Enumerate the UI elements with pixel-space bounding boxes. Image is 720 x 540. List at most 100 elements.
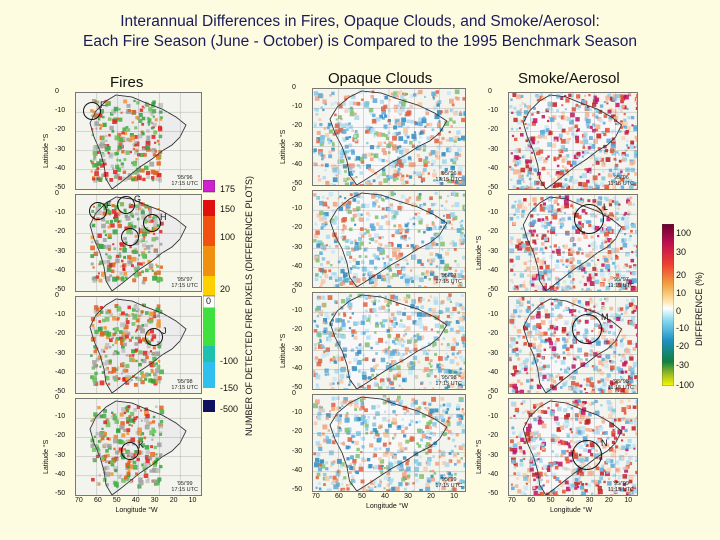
region-letter-i: I [138, 226, 141, 236]
difference-colorbar-tick: 20 [676, 270, 687, 280]
title-line-1: Interannual Differences in Fires, Opaque… [120, 13, 600, 30]
date-stamp: '95/'98 11:15 UTC [607, 379, 634, 391]
difference-colorbar-tick: -30 [676, 360, 690, 370]
fire-colorbar-tick: 175 [220, 184, 236, 194]
fires-map-image [76, 93, 201, 189]
lon-tick-label: 60 [93, 497, 102, 504]
fire-colorbar-tick: 0 [206, 296, 212, 306]
region-letter-n: N [601, 438, 608, 448]
fires-map-panel-1: '95/'96 17:15 UTC [75, 92, 202, 190]
difference-colorbar-tick: -10 [676, 323, 690, 333]
date-stamp: '95/'99 11:15 UTC [607, 481, 634, 493]
title-line-2: Each Fire Season (June - October) is Com… [83, 33, 637, 50]
lat-tick-label: -30 [55, 349, 66, 357]
clouds-map-panel-3: '95/'98 17:15 UTC [312, 292, 466, 390]
date-stamp: '95/'99 17:15 UTC [171, 481, 198, 493]
fire-colorbar-tick: 100 [220, 232, 236, 242]
region-circle-g [117, 196, 135, 214]
date-stamp: '95/'97 11:15 UTC [607, 277, 634, 289]
latitude-axis-label: Latitude °S [476, 235, 483, 270]
lat-tick-label: 0 [55, 394, 59, 401]
lat-tick-label: -20 [55, 126, 66, 134]
lat-tick-label: -40 [292, 262, 303, 270]
lat-tick-label: -10 [292, 307, 303, 315]
lat-tick-label: -30 [488, 349, 499, 357]
fires-column-title: Fires [110, 74, 144, 91]
date-stamp: '95/'97 17:15 UTC [171, 277, 198, 289]
clouds-map-image [313, 191, 465, 287]
lat-tick-label: -40 [55, 164, 66, 172]
date-stamp: '95/'96 17:15 UTC [435, 171, 462, 183]
lat-tick-label: -30 [292, 141, 303, 149]
clouds-map-image [313, 293, 465, 389]
date-stamp: '95/'96 17:15 UTC [171, 175, 198, 187]
latitude-axis-label: Latitude °S [43, 439, 50, 474]
lat-tick-label: -20 [55, 432, 66, 440]
lat-tick-label: -50 [488, 286, 499, 293]
lat-tick-label: -50 [55, 286, 66, 293]
region-circle-f [89, 202, 107, 220]
lon-tick-label: 10 [188, 497, 197, 504]
region-circle-k [121, 442, 139, 460]
difference-colorbar-tick: -100 [676, 380, 695, 390]
date-stamp: '95/'96 11:15 UTC [607, 175, 634, 187]
date-stamp: '95/'98 17:15 UTC [435, 375, 462, 387]
region-circle-l [574, 204, 604, 234]
smoke-map-panel-4: '95/'99 11:15 UTC [508, 398, 638, 496]
longitude-axis-label: Longitude °W [115, 507, 158, 514]
lat-tick-label: -10 [292, 205, 303, 213]
lon-tick-label: 30 [150, 497, 159, 504]
date-stamp: '95/'97 17:15 UTC [435, 273, 462, 285]
lat-tick-label: -50 [488, 388, 499, 395]
region-letter-m: M [601, 312, 609, 322]
lat-tick-label: -40 [292, 364, 303, 372]
lat-tick-label: -20 [292, 326, 303, 334]
lon-tick-label: 20 [169, 497, 178, 504]
latitude-axis-label: Latitude °S [280, 333, 287, 368]
date-stamp: '95/'98 17:15 UTC [171, 379, 198, 391]
lon-tick-label: 30 [404, 493, 412, 500]
region-letter-f: F [100, 100, 106, 110]
lat-tick-label: -30 [55, 451, 66, 459]
lat-tick-label: -40 [55, 266, 66, 274]
lat-tick-label: -20 [55, 228, 66, 236]
lat-tick-label: -50 [292, 282, 303, 289]
lat-tick-label: -40 [55, 368, 66, 376]
lat-tick-label: -30 [292, 345, 303, 353]
lat-tick-label: -40 [55, 470, 66, 478]
lat-tick-label: -20 [292, 428, 303, 436]
lat-tick-label: -10 [55, 413, 66, 421]
lat-tick-label: -30 [292, 447, 303, 455]
lat-tick-label: -50 [55, 388, 66, 395]
region-letter-l: L [603, 202, 609, 212]
lon-tick-label: 30 [585, 497, 594, 504]
lat-tick-label: -10 [292, 103, 303, 111]
fire-colorbar-label: NUMBER OF DETECTED FIRE PIXELS (DIFFEREN… [244, 175, 254, 436]
lat-tick-label: 0 [488, 394, 492, 401]
clouds-column-title: Opaque Clouds [328, 70, 433, 87]
difference-colorbar [661, 223, 675, 387]
lat-tick-label: -20 [488, 432, 499, 440]
lon-tick-label: 70 [75, 497, 83, 504]
difference-colorbar-tick: 0 [676, 306, 682, 316]
lat-tick-label: 0 [292, 288, 296, 295]
clouds-map-image [313, 395, 465, 491]
latitude-axis-label: Latitude °S [476, 439, 483, 474]
lat-tick-label: -40 [292, 160, 303, 168]
lat-tick-label: 0 [292, 84, 296, 91]
region-letter-j: J [162, 326, 167, 336]
lat-tick-label: -20 [292, 224, 303, 232]
difference-colorbar-tick: 30 [676, 247, 687, 257]
lon-tick-label: 10 [450, 493, 458, 500]
region-letter-g: G [134, 194, 142, 204]
lat-tick-label: -30 [55, 145, 66, 153]
lon-tick-label: 20 [604, 497, 613, 504]
difference-colorbar-tick: 100 [676, 228, 692, 238]
lat-tick-label: -50 [55, 184, 66, 191]
lat-tick-label: -30 [292, 243, 303, 251]
difference-colorbar-gradient [661, 223, 675, 387]
lat-tick-label: -20 [488, 330, 499, 338]
lat-tick-label: -10 [488, 107, 499, 115]
lat-tick-label: -50 [488, 184, 499, 191]
lon-tick-label: 20 [427, 493, 435, 500]
